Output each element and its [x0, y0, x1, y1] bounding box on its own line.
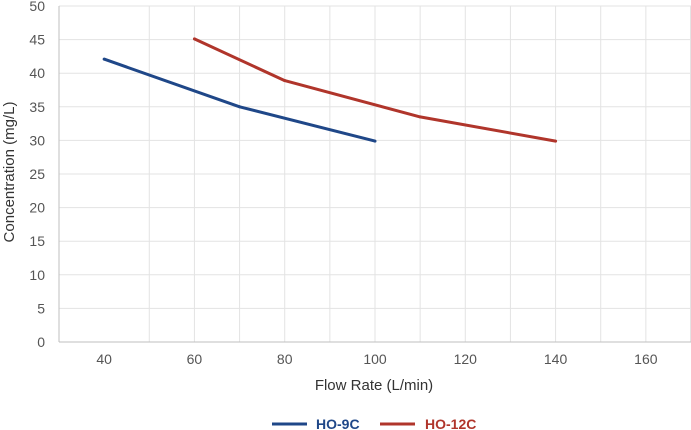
- x-axis-ticks: 40 60 80 100 120 140 160: [96, 351, 657, 367]
- data-point-ho-12c: [554, 139, 558, 143]
- data-point-ho-9c: [373, 139, 377, 143]
- x-tick-label: 100: [363, 351, 387, 367]
- series-lines: [102, 37, 558, 143]
- y-tick-label: 50: [29, 0, 45, 14]
- x-tick-label: 80: [277, 351, 293, 367]
- x-tick-label: 140: [544, 351, 568, 367]
- y-tick-label: 0: [37, 334, 45, 350]
- y-tick-label: 5: [37, 300, 45, 316]
- data-point-ho-12c: [418, 115, 422, 119]
- data-point-ho-12c: [192, 37, 196, 41]
- grid-lines: [59, 5, 691, 342]
- series-line-ho-12c: [193, 37, 556, 143]
- legend: HO-9C HO-12C: [272, 416, 476, 430]
- legend-label-ho-12c: HO-12C: [425, 416, 476, 430]
- y-axis-ticks: 0 5 10 15 20 25 30 35 40 45 50: [29, 0, 45, 350]
- y-tick-label: 15: [29, 233, 45, 249]
- x-tick-label: 40: [96, 351, 112, 367]
- axes: [58, 6, 691, 343]
- x-tick-label: 120: [454, 351, 478, 367]
- y-tick-label: 35: [29, 99, 45, 115]
- y-tick-label: 30: [29, 132, 45, 148]
- y-axis-label: Concentration (mg/L): [1, 102, 18, 243]
- y-tick-label: 40: [29, 65, 45, 81]
- data-point-ho-9c: [102, 57, 106, 61]
- data-point-ho-9c: [238, 105, 242, 109]
- y-tick-label: 10: [29, 267, 45, 283]
- x-axis-label: Flow Rate (L/min): [315, 377, 433, 394]
- data-point-ho-12c: [283, 79, 287, 83]
- legend-label-ho-9c: HO-9C: [316, 416, 360, 430]
- y-tick-label: 25: [29, 166, 45, 182]
- y-tick-label: 20: [29, 200, 45, 216]
- y-tick-label: 45: [29, 32, 45, 48]
- x-tick-label: 160: [634, 351, 658, 367]
- x-tick-label: 60: [187, 351, 203, 367]
